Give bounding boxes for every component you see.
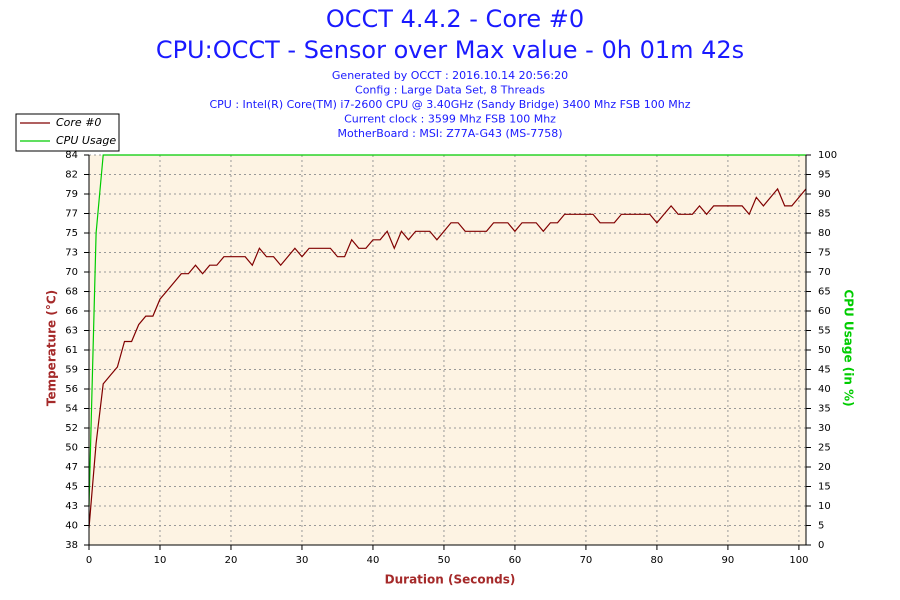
y2-tick-label: 35	[818, 404, 831, 415]
y-tick-label: 66	[65, 306, 78, 317]
y-tick-label: 82	[65, 170, 78, 181]
y-tick-label: 40	[65, 521, 78, 532]
y2-tick-label: 45	[818, 365, 831, 376]
y2-tick-label: 50	[818, 345, 831, 356]
y2-tick-label: 25	[818, 443, 831, 454]
y-tick-label: 77	[65, 209, 78, 220]
y-tick-label: 59	[65, 365, 78, 376]
y-tick-label: 61	[65, 345, 78, 356]
y-tick-label: 45	[65, 482, 78, 493]
y-tick-label: 54	[65, 404, 78, 415]
y2-tick-label: 10	[818, 501, 831, 512]
y-axis-label: Temperature (°C)	[45, 290, 59, 406]
x-tick-label: 40	[367, 555, 380, 566]
y-tick-label: 73	[65, 248, 78, 259]
y2-tick-label: 95	[818, 170, 831, 181]
info-line: Generated by OCCT : 2016.10.14 20:56:20	[332, 69, 568, 82]
info-line: Config : Large Data Set, 8 Threads	[355, 84, 545, 97]
y-tick-label: 56	[65, 384, 78, 395]
y2-tick-label: 55	[818, 326, 831, 337]
y2-tick-label: 75	[818, 248, 831, 259]
y2-tick-label: 70	[818, 267, 831, 278]
y2-tick-label: 15	[818, 482, 831, 493]
x-tick-label: 80	[651, 555, 664, 566]
info-line: MotherBoard : MSI: Z77A-G43 (MS-7758)	[338, 127, 563, 140]
legend-label: CPU Usage	[56, 134, 116, 147]
y-tick-label: 84	[65, 150, 78, 161]
y2-axis-label: CPU Usage (in %)	[842, 289, 856, 406]
y2-tick-label: 100	[818, 150, 837, 161]
y-tick-label: 63	[65, 326, 78, 337]
marks	[88, 154, 807, 529]
legend: Core #0 CPU Usage	[20, 116, 116, 147]
y-tick-label: 75	[65, 228, 78, 239]
x-tick-label: 70	[580, 555, 593, 566]
x-tick-label: 0	[86, 555, 92, 566]
y-tick-label: 70	[65, 267, 78, 278]
y2-tick-label: 85	[818, 209, 831, 220]
info-block: Generated by OCCT : 2016.10.14 20:56:20 C…	[209, 69, 690, 140]
y-tick-label: 43	[65, 501, 78, 512]
chart-subtitle: CPU:OCCT - Sensor over Max value - 0h 01…	[156, 36, 744, 64]
y2-tick-label: 30	[818, 423, 831, 434]
legend-label: Core #0	[56, 116, 101, 129]
y-tick-label: 47	[65, 462, 78, 473]
chart-title: OCCT 4.4.2 - Core #0	[326, 5, 584, 33]
plot-area	[89, 155, 806, 545]
series-line	[88, 154, 806, 507]
y2-tick-label: 90	[818, 189, 831, 200]
y-tick-label: 38	[65, 540, 78, 551]
y-tick-label: 52	[65, 423, 78, 434]
y2-tick-label: 65	[818, 287, 831, 298]
x-tick-label: 90	[722, 555, 735, 566]
info-line: CPU : Intel(R) Core(TM) i7-2600 CPU @ 3.…	[209, 98, 690, 111]
y2-tick-label: 0	[818, 540, 824, 551]
series-line	[88, 187, 807, 529]
x-tick-label: 10	[154, 555, 167, 566]
info-line: Current clock : 3599 Mhz FSB 100 Mhz	[344, 113, 556, 126]
grid: 3840434547505254565961636668707375777982…	[65, 150, 837, 566]
x-tick-label: 100	[789, 555, 808, 566]
y2-tick-label: 80	[818, 228, 831, 239]
y-tick-label: 50	[65, 443, 78, 454]
y2-tick-label: 40	[818, 384, 831, 395]
x-tick-label: 30	[296, 555, 309, 566]
x-axis-label: Duration (Seconds)	[385, 573, 516, 587]
x-tick-label: 50	[438, 555, 451, 566]
y-tick-label: 79	[65, 189, 78, 200]
y-tick-label: 68	[65, 287, 78, 298]
x-tick-label: 60	[509, 555, 522, 566]
legend-box	[15, 113, 120, 152]
y2-tick-label: 60	[818, 306, 831, 317]
x-tick-label: 20	[225, 555, 238, 566]
y2-tick-label: 5	[818, 521, 824, 532]
y2-tick-label: 20	[818, 462, 831, 473]
